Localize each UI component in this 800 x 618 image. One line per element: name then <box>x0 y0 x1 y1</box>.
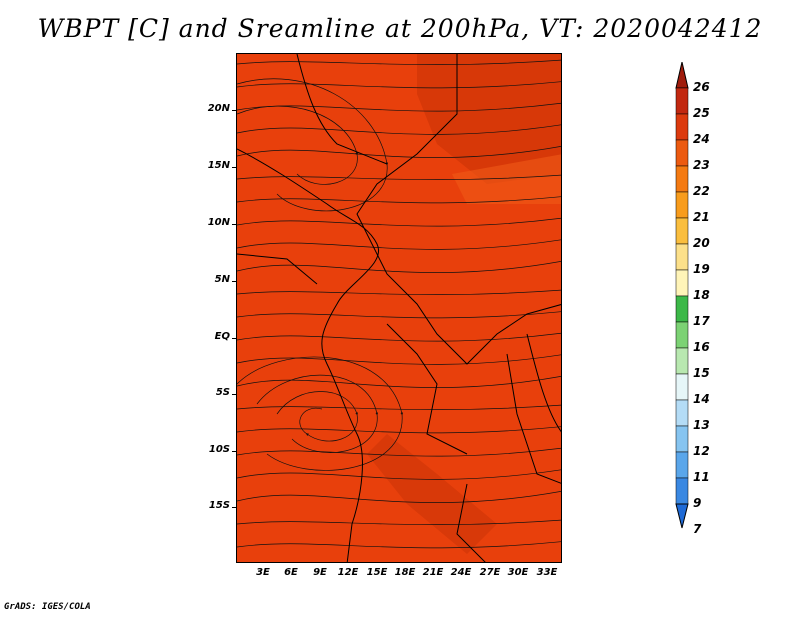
colorbar-label: 12 <box>693 444 710 458</box>
streamline <box>237 469 561 480</box>
colorbar-box <box>675 165 689 193</box>
map-panel <box>236 53 562 563</box>
colorbar-label: 25 <box>693 106 710 120</box>
colorbar-label: 13 <box>693 418 710 432</box>
colorbar-top-arrow <box>675 62 689 89</box>
streamline <box>237 447 561 457</box>
streamline <box>237 404 561 410</box>
colorbar <box>675 62 689 529</box>
streamline <box>237 426 561 434</box>
colorbar-box <box>675 295 689 323</box>
colorbar-box <box>675 269 689 297</box>
colorbar-label: 18 <box>693 288 710 302</box>
colorbar-bottom-arrow <box>675 503 689 529</box>
streamline <box>256 374 379 453</box>
streamline <box>237 145 561 158</box>
lat-label: 10N <box>207 217 230 228</box>
colorbar-label: 20 <box>693 236 710 250</box>
colorbar-box <box>675 139 689 167</box>
colorbar-box <box>675 243 689 271</box>
lat-label: 5S <box>215 387 230 398</box>
colorbar-label: 22 <box>693 184 710 198</box>
colorbar-box <box>675 347 689 375</box>
lat-label: EQ <box>214 331 230 342</box>
colorbar-label: 17 <box>693 314 710 328</box>
streamline <box>237 354 561 365</box>
lon-label: 18E <box>394 567 416 578</box>
colorbar-label: 11 <box>693 470 710 484</box>
map-field <box>237 54 561 562</box>
lon-label: 33E <box>536 567 558 578</box>
chart-title: WBPT [C] and Sreamline at 200hPa, VT: 20… <box>37 14 763 43</box>
lon-label: 3E <box>256 567 270 578</box>
colorbar-label: 24 <box>693 132 710 146</box>
colorbar-box <box>675 217 689 245</box>
streamline <box>237 332 561 342</box>
lon-label: 27E <box>479 567 501 578</box>
colorbar-box <box>675 321 689 349</box>
colorbar-box <box>675 451 689 479</box>
lon-label: 24E <box>450 567 472 578</box>
streamline <box>276 391 358 442</box>
lat-label: 20N <box>207 103 230 114</box>
colorbar-label: 15 <box>693 366 710 380</box>
lon-label: 21E <box>422 567 444 578</box>
streamline <box>237 375 561 388</box>
lat-tick <box>232 110 236 111</box>
colorbar-label: 16 <box>693 340 710 354</box>
lat-tick <box>232 394 236 395</box>
streamline <box>237 289 561 295</box>
lat-tick <box>232 338 236 339</box>
lat-tick <box>232 451 236 452</box>
colorbar-label: 26 <box>693 80 710 94</box>
lon-label: 6E <box>284 567 298 578</box>
streamline <box>237 124 561 135</box>
colorbar-label: 21 <box>693 210 710 224</box>
lon-label: 30E <box>507 567 529 578</box>
streamline <box>237 105 359 185</box>
streamline <box>237 541 561 549</box>
lat-label: 10S <box>208 444 230 455</box>
streamline <box>237 174 561 180</box>
streamline <box>237 356 404 471</box>
streamline <box>237 81 561 89</box>
streamline <box>237 217 561 227</box>
colorbar-box <box>675 399 689 427</box>
colorbar-label: 23 <box>693 158 710 172</box>
streamline <box>237 490 561 503</box>
lat-label: 15S <box>208 500 230 511</box>
colorbar-box <box>675 191 689 219</box>
lat-tick <box>232 224 236 225</box>
streamline <box>237 239 561 250</box>
colorbar-label: 14 <box>693 392 710 406</box>
lat-tick <box>232 507 236 508</box>
colorbar-box <box>675 87 689 115</box>
colorbar-label: 7 <box>693 522 702 536</box>
lat-tick <box>232 281 236 282</box>
colorbar-box <box>675 425 689 453</box>
streamline <box>237 196 561 204</box>
lon-label: 15E <box>366 567 388 578</box>
lon-label: 9E <box>313 567 327 578</box>
colorbar-box <box>675 477 689 505</box>
colorbar-box <box>675 373 689 401</box>
colorbar-box <box>675 113 689 141</box>
colorbar-label: 19 <box>693 262 710 276</box>
lat-label: 15N <box>207 160 230 171</box>
streamline <box>237 311 561 319</box>
lat-label: 5N <box>214 274 230 285</box>
colorbar-label: 9 <box>693 496 702 510</box>
lon-label: 12E <box>337 567 359 578</box>
lat-tick <box>232 167 236 168</box>
grads-credit: GrADS: IGES/COLA <box>4 602 91 612</box>
streamline <box>237 519 561 525</box>
streamline <box>237 59 561 65</box>
